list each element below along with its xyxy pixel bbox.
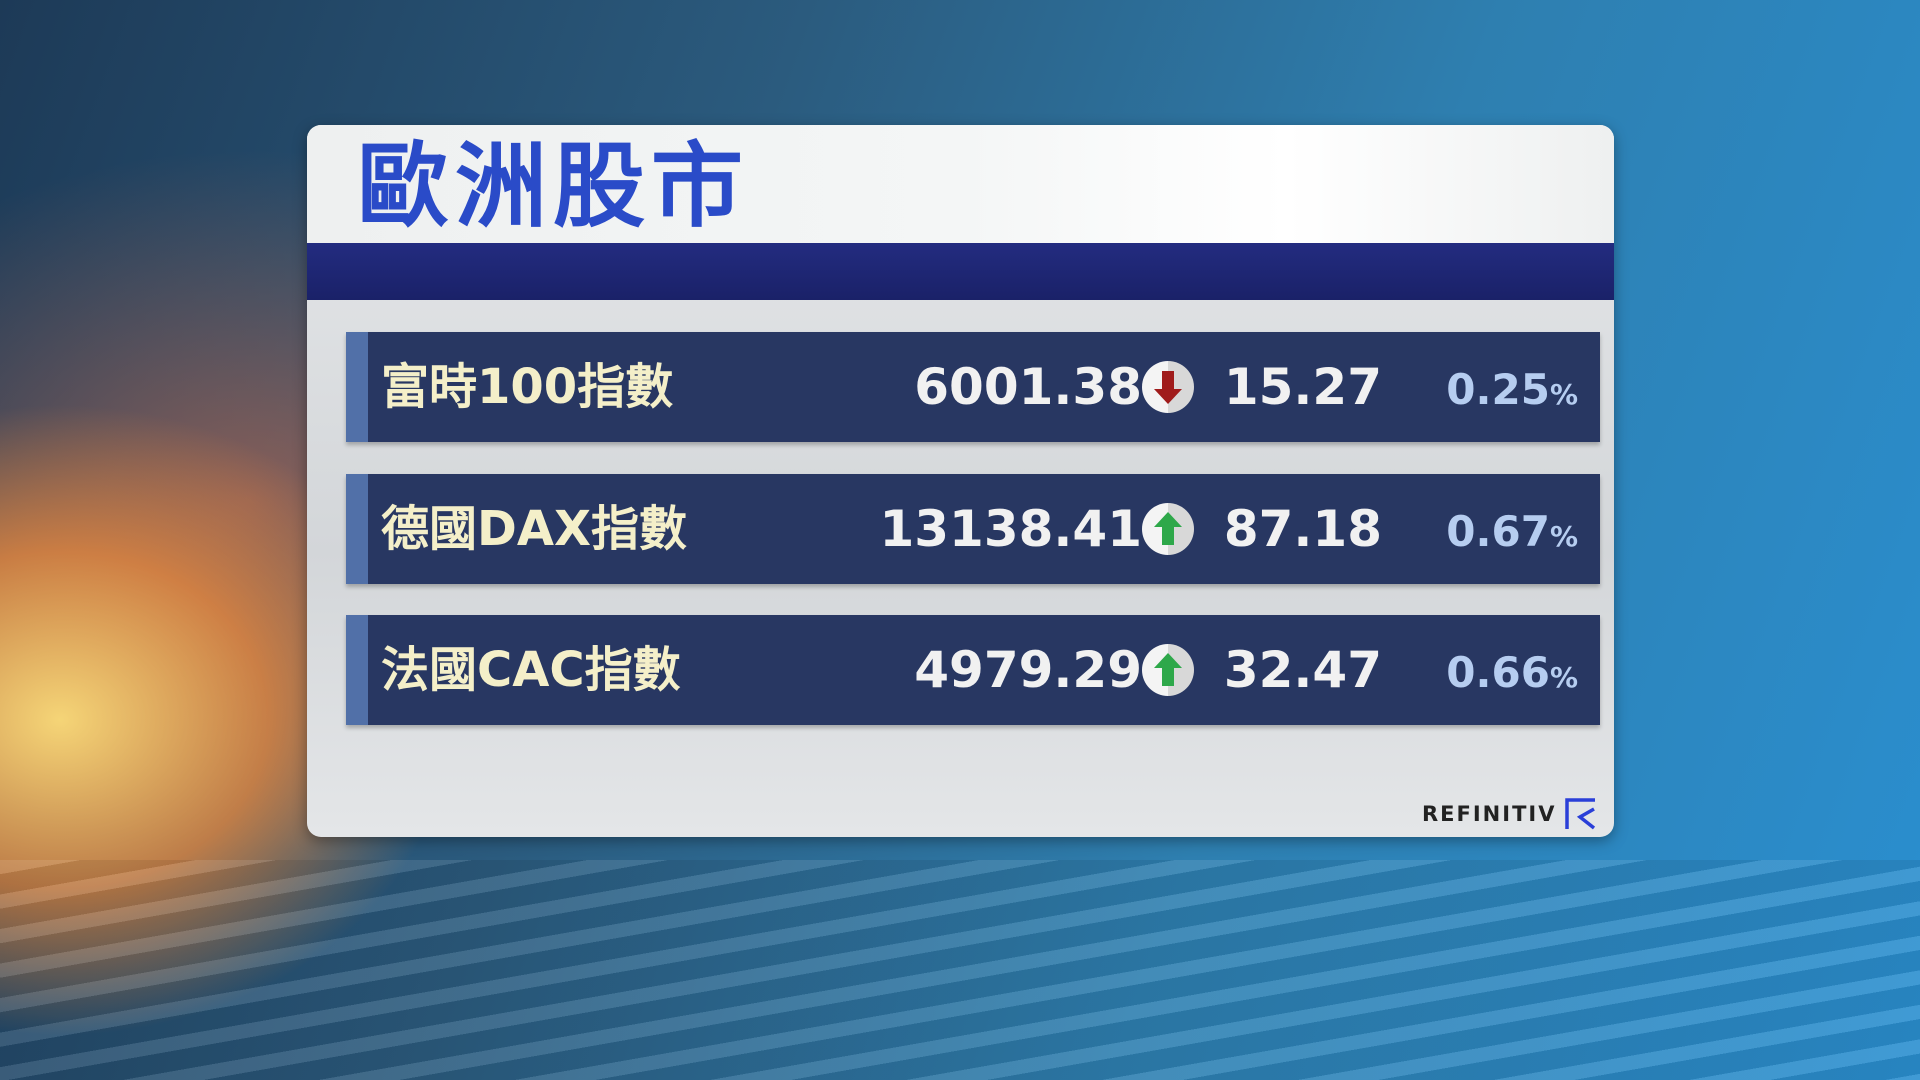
percent-sign: % [1549,661,1578,694]
percent-value: 0.67 [1446,507,1550,556]
arrow-down-icon [1142,361,1194,413]
index-change: 32.47 [1223,641,1382,699]
index-change: 87.18 [1223,500,1382,558]
index-percent: 0.66% [1446,615,1578,736]
index-value: 6001.38 [914,358,1142,416]
row-accent [346,332,368,442]
index-percent: 0.25% [1446,332,1578,453]
header-band [307,243,1614,300]
page-title: 歐洲股市 [357,133,750,240]
index-value: 4979.29 [914,641,1142,699]
index-value: 13138.41 [879,500,1142,558]
index-row: 德國DAX指數 13138.41 87.18 0.67% [346,474,1600,584]
arrow-up-icon [1142,644,1194,696]
market-panel: 歐洲股市 富時100指數 6001.38 15.27 0.25% 德國DAX指數… [307,125,1614,837]
refinitiv-mark-icon [1565,798,1596,830]
index-row: 法國CAC指數 4979.29 32.47 0.66% [346,615,1600,725]
arrow-up-icon [1142,503,1194,555]
index-name: 富時100指數 [381,359,674,415]
background-floor [0,860,1920,1080]
index-row: 富時100指數 6001.38 15.27 0.25% [346,332,1600,442]
index-percent: 0.67% [1446,474,1578,595]
index-change: 15.27 [1223,358,1382,416]
index-name: 法國CAC指數 [381,642,681,698]
row-accent [346,474,368,584]
percent-sign: % [1549,520,1578,553]
refinitiv-logo: REFINITIV [1422,797,1598,831]
title-band: 歐洲股市 [307,125,1614,243]
row-accent [346,615,368,725]
percent-value: 0.66 [1446,648,1550,697]
index-name: 德國DAX指數 [381,501,688,557]
percent-sign: % [1549,378,1578,411]
logo-text: REFINITIV [1422,802,1557,826]
percent-value: 0.25 [1446,365,1550,414]
